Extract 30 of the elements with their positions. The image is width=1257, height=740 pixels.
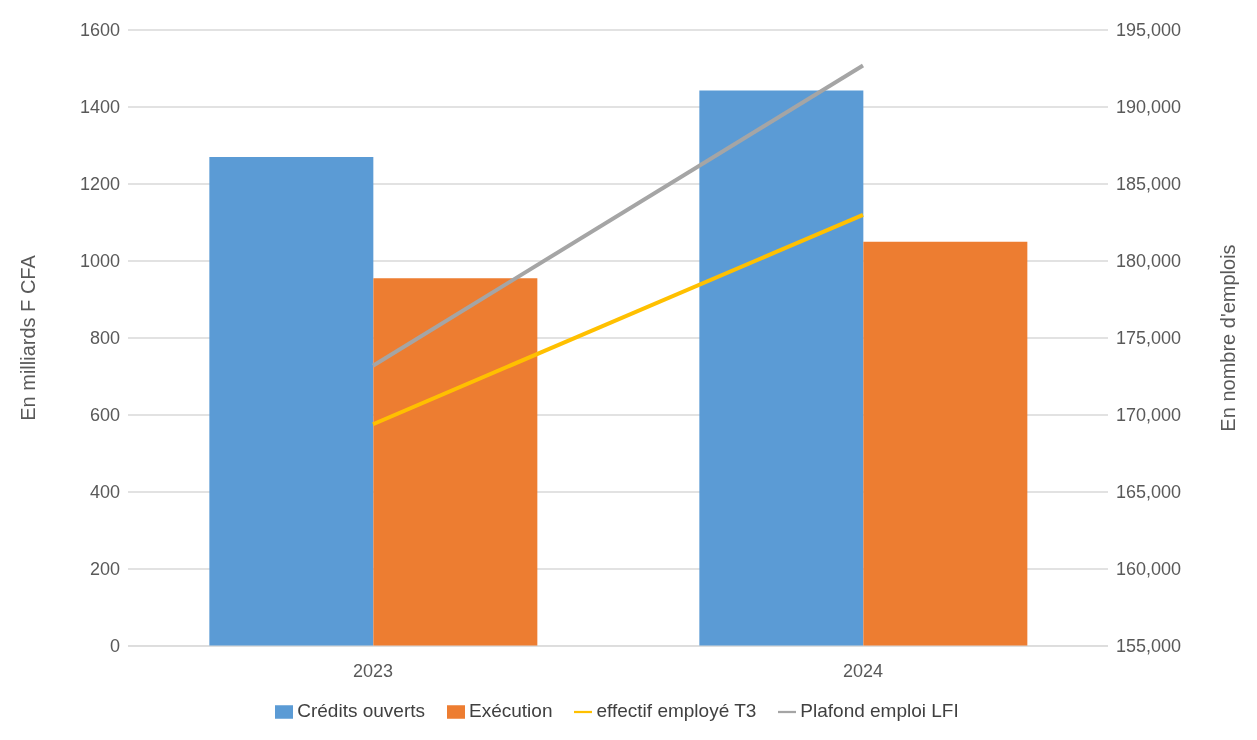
y2-tick-label: 170,000 [1116,405,1182,426]
y-tick-label: 0 [109,636,120,657]
y-tick-label: 1200 [79,174,120,195]
y-tick-label: 400 [89,482,120,503]
y2-tick-label: 155,000 [1116,636,1182,657]
legend-label: Exécution [469,700,553,721]
y2-tick-label: 180,000 [1116,251,1182,272]
y-tick-label: 1000 [79,251,120,272]
bar [373,278,538,646]
y2-tick-label: 160,000 [1116,559,1182,580]
y2-tick-label: 195,000 [1116,20,1182,41]
y-tick-label: 800 [89,328,120,349]
y2-tick-label: 165,000 [1116,482,1182,503]
legend-label: Plafond emploi LFI [800,700,959,721]
x-tick-label: 2024 [842,660,884,681]
bar [863,241,1028,646]
y2-axis-title: En nombre d'emplois [1217,244,1240,432]
bar [699,90,864,646]
legend-label: Crédits ouverts [297,700,426,721]
y-tick-label: 600 [89,405,120,426]
y-axis-title: En milliards F CFA [17,254,40,421]
y2-tick-label: 185,000 [1116,174,1182,195]
legend-label: effectif employé T3 [596,700,757,721]
y-tick-label: 200 [89,559,120,580]
y2-tick-label: 175,000 [1116,328,1182,349]
y-tick-label: 1600 [79,20,120,41]
bar [209,157,374,646]
y2-tick-label: 190,000 [1116,97,1182,118]
y-tick-label: 1400 [79,97,120,118]
x-tick-label: 2023 [352,660,394,681]
